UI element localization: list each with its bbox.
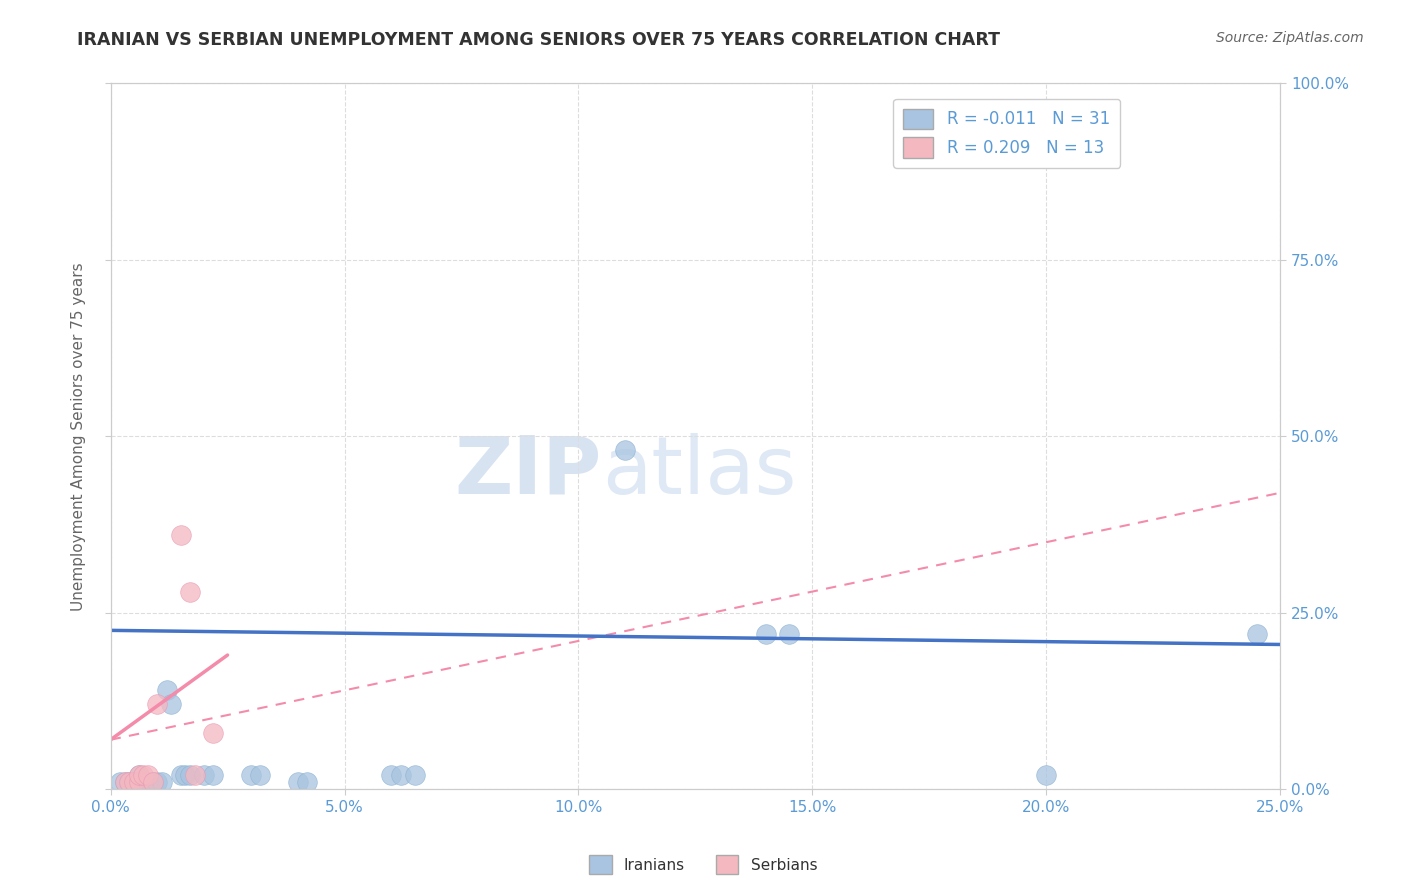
Point (170, 528, 193, 542)
Point (108, 775, 131, 789)
Point (174, 768, 197, 782)
Point (202, 768, 225, 782)
Point (132, 768, 155, 782)
Point (239, 768, 262, 782)
Point (380, 768, 402, 782)
Point (132, 775, 155, 789)
Point (614, 443, 637, 458)
Point (193, 768, 215, 782)
Point (389, 768, 412, 782)
Point (160, 698, 183, 712)
Point (156, 683, 179, 698)
Point (202, 725, 225, 739)
Point (128, 768, 150, 782)
Text: Source: ZipAtlas.com: Source: ZipAtlas.com (1216, 31, 1364, 45)
Point (142, 775, 165, 789)
Point (142, 775, 165, 789)
Point (184, 768, 207, 782)
Point (755, 627, 778, 641)
Point (122, 775, 145, 789)
Point (136, 775, 159, 789)
Point (114, 775, 136, 789)
Point (179, 768, 201, 782)
Point (128, 775, 150, 789)
Point (1246, 627, 1268, 641)
Y-axis label: Unemployment Among Seniors over 75 years: Unemployment Among Seniors over 75 years (72, 262, 86, 611)
Point (128, 768, 150, 782)
Point (170, 768, 193, 782)
Legend: Iranians, Serbians: Iranians, Serbians (582, 849, 824, 880)
Point (295, 775, 318, 789)
Point (179, 584, 201, 599)
Text: IRANIAN VS SERBIAN UNEMPLOYMENT AMONG SENIORS OVER 75 YEARS CORRELATION CHART: IRANIAN VS SERBIAN UNEMPLOYMENT AMONG SE… (77, 31, 1000, 49)
Point (136, 768, 159, 782)
Text: ZIP: ZIP (454, 433, 602, 510)
Point (150, 775, 173, 789)
Point (1035, 768, 1057, 782)
Point (249, 768, 271, 782)
Point (146, 775, 169, 789)
Point (146, 698, 169, 712)
Point (778, 627, 800, 641)
Point (118, 775, 141, 789)
Point (136, 775, 159, 789)
Point (404, 768, 426, 782)
Point (122, 775, 145, 789)
Point (118, 775, 141, 789)
Point (114, 775, 136, 789)
Legend: R = -0.011   N = 31, R = 0.209   N = 13: R = -0.011 N = 31, R = 0.209 N = 13 (893, 99, 1121, 168)
Point (122, 775, 145, 789)
Point (287, 775, 309, 789)
Text: atlas: atlas (602, 433, 796, 510)
